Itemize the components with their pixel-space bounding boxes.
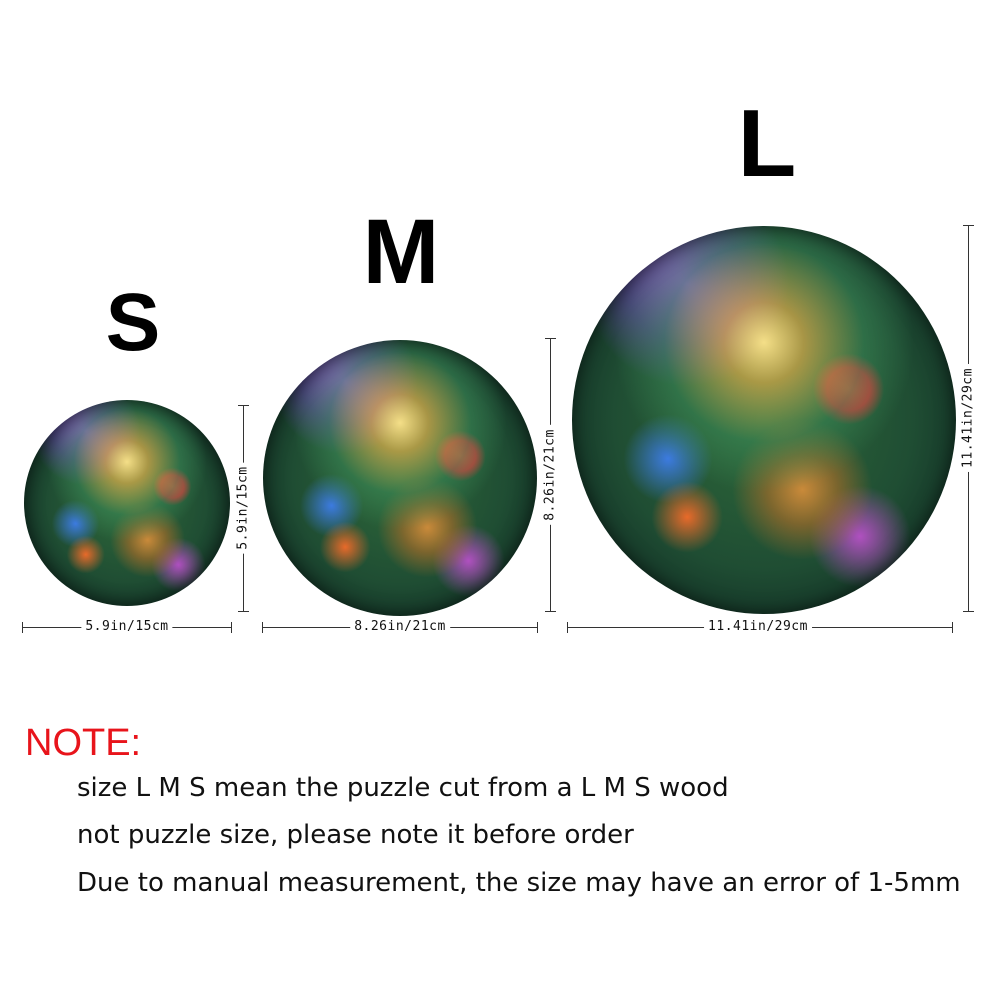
width-label-m: 8.26in/21cm <box>350 619 450 634</box>
size-s-label: S <box>105 277 161 368</box>
note-line: size L M S mean the puzzle cut from a L … <box>77 773 729 803</box>
size-m-label: M <box>362 201 440 303</box>
width-label-s: 5.9in/15cm <box>81 619 173 634</box>
puzzle-image-small <box>24 400 230 606</box>
note-line: not puzzle size, please note it before o… <box>77 820 634 850</box>
puzzle-image-medium <box>263 340 537 616</box>
note-line: Due to manual measurement, the size may … <box>77 868 961 898</box>
note-title: NOTE: <box>25 722 142 764</box>
height-label-m: 8.26in/21cm <box>542 425 558 525</box>
height-label-l: 11.41in/29cm <box>960 364 976 472</box>
height-label-s: 5.9in/15cm <box>235 462 251 554</box>
puzzle-image-large <box>572 226 956 614</box>
width-label-l: 11.41in/29cm <box>704 619 812 634</box>
size-l-label: L <box>737 90 797 197</box>
